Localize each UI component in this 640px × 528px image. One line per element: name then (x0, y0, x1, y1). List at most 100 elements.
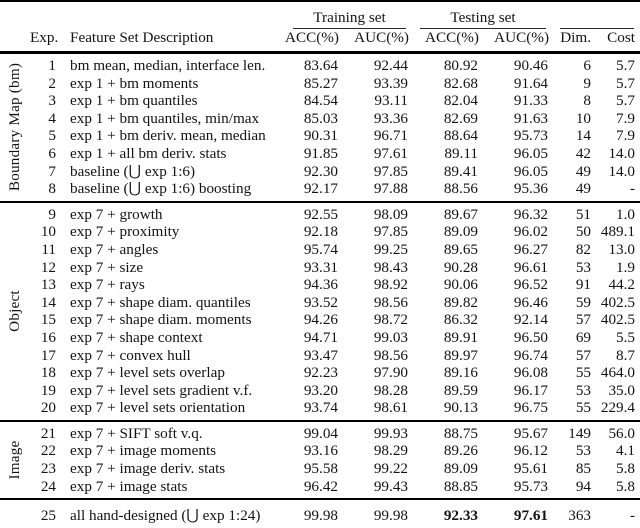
cell-test-auc: 96.12 (513, 442, 549, 460)
cell-train-auc: 98.43 (373, 258, 408, 276)
table-header: Training set Testing set Exp. Feature Se… (0, 1, 640, 53)
cell-dim: 8 (583, 92, 592, 110)
cell-test-acc: 89.67 (443, 205, 478, 223)
cell-train-acc: 92.18 (303, 223, 338, 241)
cell-cost: 56.0 (608, 424, 636, 442)
cell-train-auc: 99.93 (373, 424, 408, 442)
cell-test-auc: 96.74 (513, 346, 549, 364)
cell-test-auc: 95.73 (513, 477, 549, 495)
group-label-text: Boundary Map (bm) (6, 63, 24, 192)
cell-test-auc: 95.67 (513, 424, 549, 442)
cell-test-auc: 95.36 (513, 180, 549, 198)
cell-dim: 51 (575, 205, 592, 223)
cell-test-auc: 96.50 (513, 328, 549, 346)
cell-desc: exp 7 + level sets overlap (70, 364, 225, 382)
cell-test-acc: 89.09 (443, 223, 478, 241)
cell-test-auc: 95.61 (513, 460, 549, 478)
group-label: Boundary Map (bm) (0, 53, 30, 202)
cell-desc: baseline (⋃ exp 1:6) boosting (70, 180, 252, 198)
col-header-train-auc: AUC(%) (354, 29, 409, 46)
cell-test-auc: 96.05 (513, 162, 549, 180)
table-row: 18 exp 7 + level sets overlap 92.23 97.90 89… (0, 364, 640, 382)
cell-train-acc: 94.36 (303, 276, 338, 294)
cell-cost: 402.5 (600, 293, 636, 311)
dim-cost-rule (560, 2, 635, 29)
cell-train-auc: 99.43 (373, 477, 408, 495)
cell-desc: all hand-designed (⋃ exp 1:24) (70, 507, 261, 525)
cell-dim: 55 (575, 399, 592, 417)
cell-dim: 49 (575, 162, 592, 180)
cell-exp: 8 (48, 180, 56, 198)
cell-train-auc: 96.71 (373, 127, 408, 145)
cell-train-acc: 95.58 (303, 460, 338, 478)
group-object: Object 9 exp 7 + growth 92.55 98.09 89.67 96.3… (0, 201, 640, 421)
cell-test-acc: 82.69 (443, 109, 478, 127)
cell-exp: 18 (40, 364, 56, 382)
header-empty-cell (0, 1, 285, 29)
cell-train-acc: 84.54 (303, 92, 338, 110)
cell-exp: 21 (40, 424, 56, 442)
cell-train-auc: 97.85 (373, 223, 408, 241)
cell-exp: 15 (40, 311, 56, 329)
table-row: 12 exp 7 + size 93.31 98.43 90.28 96.61 53 1.9 (0, 259, 640, 277)
col-header-test-auc: AUC(%) (494, 29, 550, 46)
cell-desc: exp 7 + level sets gradient v.f. (70, 381, 253, 399)
cell-test-acc: 90.06 (443, 276, 478, 294)
cell-desc: exp 7 + shape diam. quantiles (70, 293, 251, 311)
header-testing-set: Testing set (412, 1, 552, 29)
cell-desc: baseline (⋃ exp 1:6) (70, 162, 196, 180)
col-header-desc: Feature Set Description (70, 29, 214, 46)
cell-test-acc: 89.65 (443, 240, 478, 258)
cell-train-acc: 96.42 (303, 477, 338, 495)
table-row: Object 9 exp 7 + growth 92.55 98.09 89.67 96.3… (0, 202, 640, 332)
cell-desc: exp 1 + bm quantiles, min/max (70, 109, 260, 127)
cell-cost: 1.9 (616, 258, 636, 276)
cell-test-auc: 91.63 (513, 109, 549, 127)
header-group-spacer (0, 29, 30, 53)
cell-desc: exp 7 + level sets orientation (70, 399, 246, 417)
cell-exp: 5 (48, 127, 56, 145)
cell-exp: 22 (40, 442, 56, 460)
cell-test-auc: 96.08 (513, 364, 549, 382)
cell-test-acc: 89.41 (443, 162, 478, 180)
table-row: 11 exp 7 + angles 95.74 99.25 89.65 96.27 82 13… (0, 241, 640, 259)
table-row: 23 exp 7 + image deriv. stats 95.58 99.22 89… (0, 460, 640, 478)
cell-train-auc: 99.25 (373, 240, 408, 258)
group-image: Image 21 exp 7 + SIFT soft v.q. 99.04 99.93 8… (0, 420, 640, 499)
cell-exp: 7 (48, 162, 56, 180)
cell-train-acc: 93.47 (303, 346, 338, 364)
cell-train-acc: 93.31 (303, 258, 338, 276)
cell-test-acc: 89.09 (443, 460, 478, 478)
cell-train-auc: 97.90 (373, 364, 408, 382)
table-row: 8 baseline (⋃ exp 1:6) boosting 92.17 97.88… (0, 180, 640, 202)
cell-train-auc: 99.22 (373, 460, 408, 478)
group-label-text: Object (6, 290, 24, 333)
group-summary: 25 all hand-designed (⋃ exp 1:24) 99.98 99.… (0, 499, 640, 528)
cell-test-auc: 96.46 (513, 293, 549, 311)
header-training-set: Training set (285, 1, 412, 29)
cell-train-acc: 95.74 (303, 240, 338, 258)
cell-cost: 489.1 (600, 223, 636, 241)
cell-train-auc: 98.61 (373, 399, 408, 417)
table-row: 25 all hand-designed (⋃ exp 1:24) 99.98 99.… (0, 499, 640, 528)
cell-test-auc: 96.32 (513, 205, 549, 223)
cell-test-acc: 89.26 (443, 442, 478, 460)
table-row: 17 exp 7 + convex hull 93.47 98.56 89.97 96.7… (0, 347, 640, 365)
cell-exp: 14 (40, 293, 56, 311)
training-set-rule: Training set (293, 2, 406, 29)
cell-train-acc: 93.20 (303, 381, 338, 399)
cell-test-auc: 97.61 (513, 507, 549, 525)
cell-cost: 13.0 (608, 240, 636, 258)
cell-train-acc: 90.31 (303, 127, 338, 145)
cell-train-auc: 98.72 (373, 311, 408, 329)
cell-desc: exp 1 + bm deriv. mean, median (70, 127, 266, 145)
cell-train-acc: 99.04 (303, 424, 338, 442)
cell-exp: 13 (40, 276, 56, 294)
cell-cost: - (629, 180, 636, 198)
col-header-dim: Dim. (560, 29, 592, 46)
cell-cost: 229.4 (600, 399, 636, 417)
cell-test-auc: 96.17 (513, 381, 549, 399)
cell-test-acc: 82.68 (443, 74, 478, 92)
cell-train-acc: 92.55 (303, 205, 338, 223)
